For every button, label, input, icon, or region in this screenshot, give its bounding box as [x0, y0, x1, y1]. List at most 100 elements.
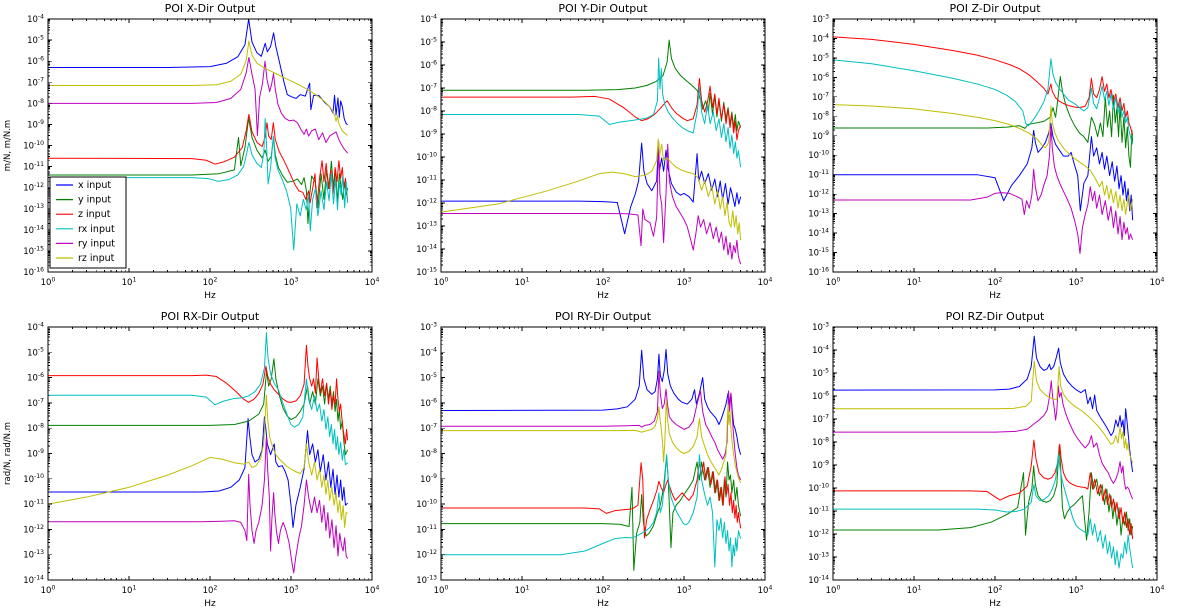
series-ry-input [833, 380, 1134, 500]
y-tick-label: 10-5 [812, 52, 829, 64]
y-tick-label: 10-9 [420, 473, 437, 485]
y-tick-label: 10-8 [420, 105, 437, 117]
x-tick-label: 103 [677, 276, 692, 288]
x-tick-label: 100 [434, 584, 449, 596]
y-tick-label: 10-12 [416, 549, 437, 561]
series-x-input [833, 335, 1134, 472]
legend-label: ry input [78, 238, 115, 249]
chart-canvas: 100 101 102 103 104 10-13 10-12 10-11 10-10 10-9 1… [416, 310, 772, 609]
y-tick-label: 10-10 [808, 150, 829, 162]
y-tick-label: 10-6 [812, 390, 829, 402]
axis-ticks [832, 18, 1158, 273]
series-y-input [833, 445, 1134, 541]
y-tick-label: 10-7 [812, 91, 829, 103]
x-tick-label: 103 [284, 276, 299, 288]
y-tick-label: 10-8 [420, 448, 437, 460]
y-tick-label: 10-3 [812, 321, 829, 333]
series-rz-input [441, 398, 742, 483]
axes-spines [440, 18, 766, 273]
y-tick-label: 10-12 [23, 524, 44, 536]
legend-label: y input [78, 195, 111, 206]
y-tick-label: 10-7 [812, 413, 829, 425]
y-tick-label: 10-14 [23, 574, 44, 586]
y-tick-label: 10-9 [420, 128, 437, 140]
y-tick-label: 10-7 [420, 82, 437, 94]
y-tick-label: 10-12 [23, 182, 44, 194]
y-tick-label: 10-4 [420, 13, 437, 25]
plot-area [833, 335, 1134, 569]
y-tick-label: 10-6 [420, 397, 437, 409]
y-tick-label: 10-11 [808, 505, 829, 517]
series-rz-input [48, 394, 348, 528]
subplot-poi-y-dir-output: 100 101 102 103 104 10-15 10-14 10-13 10-12 10-11… [393, 0, 785, 308]
series-x-input [441, 348, 742, 455]
chart-title: POI Y-Dir Output [558, 2, 648, 15]
subplot-poi-rz-dir-output: 100 101 102 103 104 10-14 10-13 10-12 10-11 10-10… [785, 308, 1177, 616]
subplot-poi-rx-dir-output: 100 101 102 103 104 10-14 10-13 10-12 10-11 10-10… [0, 308, 393, 616]
x-axis-label: Hz [597, 599, 609, 609]
axis-ticks [47, 326, 373, 581]
x-tick-label: 102 [988, 584, 1003, 596]
y-tick-label: 10-7 [27, 397, 44, 409]
series-z-input [48, 344, 349, 445]
x-tick-label: 100 [434, 276, 449, 288]
x-axis-label: Hz [989, 599, 1001, 609]
chart-canvas: 100 101 102 103 104 10-16 10-15 10-14 10-13 10-12… [808, 2, 1165, 301]
x-tick-label: 101 [907, 584, 922, 596]
y-tick-label: 10-9 [812, 459, 829, 471]
series-rz-input [48, 40, 348, 136]
y-tick-label: 10-10 [808, 482, 829, 494]
series-rx-input [833, 58, 1134, 145]
y-tick-label: 10-10 [23, 140, 44, 152]
x-tick-label: 104 [1150, 276, 1165, 288]
y-tick-label: 10-7 [27, 77, 44, 89]
series-z-input [48, 113, 349, 209]
chart-canvas: 100 101 102 103 104 10-14 10-13 10-12 10-11 10-10… [3, 310, 379, 609]
y-tick-label: 10-11 [808, 169, 829, 181]
series-x-input [441, 142, 742, 235]
y-tick-label: 10-15 [808, 247, 829, 259]
chart-title: POI RX-Dir Output [161, 310, 260, 323]
series-y-input [441, 455, 742, 571]
y-tick-label: 10-8 [812, 436, 829, 448]
y-tick-label: 10-6 [27, 56, 44, 68]
x-tick-label: 103 [1069, 584, 1084, 596]
y-tick-label: 10-12 [416, 197, 437, 209]
subplot-poi-z-dir-output: 100 101 102 103 104 10-16 10-15 10-14 10-13 10-12… [785, 0, 1177, 308]
legend-label: x input [78, 180, 111, 191]
x-tick-label: 104 [1150, 584, 1165, 596]
series-rz-input [833, 104, 1134, 216]
series-ry-input [48, 56, 349, 154]
axis-ticks [440, 18, 766, 273]
y-tick-label: 10-4 [812, 344, 829, 356]
y-tick-label: 10-8 [27, 98, 44, 110]
x-tick-label: 102 [203, 584, 218, 596]
y-tick-label: 10-10 [416, 151, 437, 163]
y-tick-label: 10-16 [23, 266, 44, 278]
y-tick-label: 10-4 [27, 13, 44, 25]
series-ry-input [441, 370, 742, 481]
y-tick-label: 10-11 [23, 499, 44, 511]
series-ry-input [48, 436, 349, 574]
series-z-input [441, 461, 742, 539]
y-tick-label: 10-6 [27, 372, 44, 384]
y-tick-label: 10-13 [23, 203, 44, 215]
y-tick-label: 10-8 [812, 111, 829, 123]
y-tick-label: 10-11 [416, 524, 437, 536]
series-x-input [48, 19, 348, 126]
y-tick-label: 10-4 [27, 321, 44, 333]
chart-title: POI X-Dir Output [165, 2, 256, 15]
y-tick-label: 10-6 [812, 72, 829, 84]
x-tick-label: 103 [1069, 276, 1084, 288]
y-tick-label: 10-8 [27, 423, 44, 435]
y-tick-label: 10-15 [23, 245, 44, 257]
chart-title: POI Z-Dir Output [949, 2, 1041, 15]
x-tick-label: 101 [515, 276, 530, 288]
y-tick-label: 10-14 [808, 574, 829, 586]
y-tick-label: 10-13 [808, 208, 829, 220]
y-tick-label: 10-3 [420, 321, 437, 333]
series-rx-input [441, 57, 742, 168]
legend: x input y input z input rx input ry input rz … [49, 176, 127, 269]
series-rz-input [441, 138, 742, 241]
axes-spines [832, 18, 1158, 273]
